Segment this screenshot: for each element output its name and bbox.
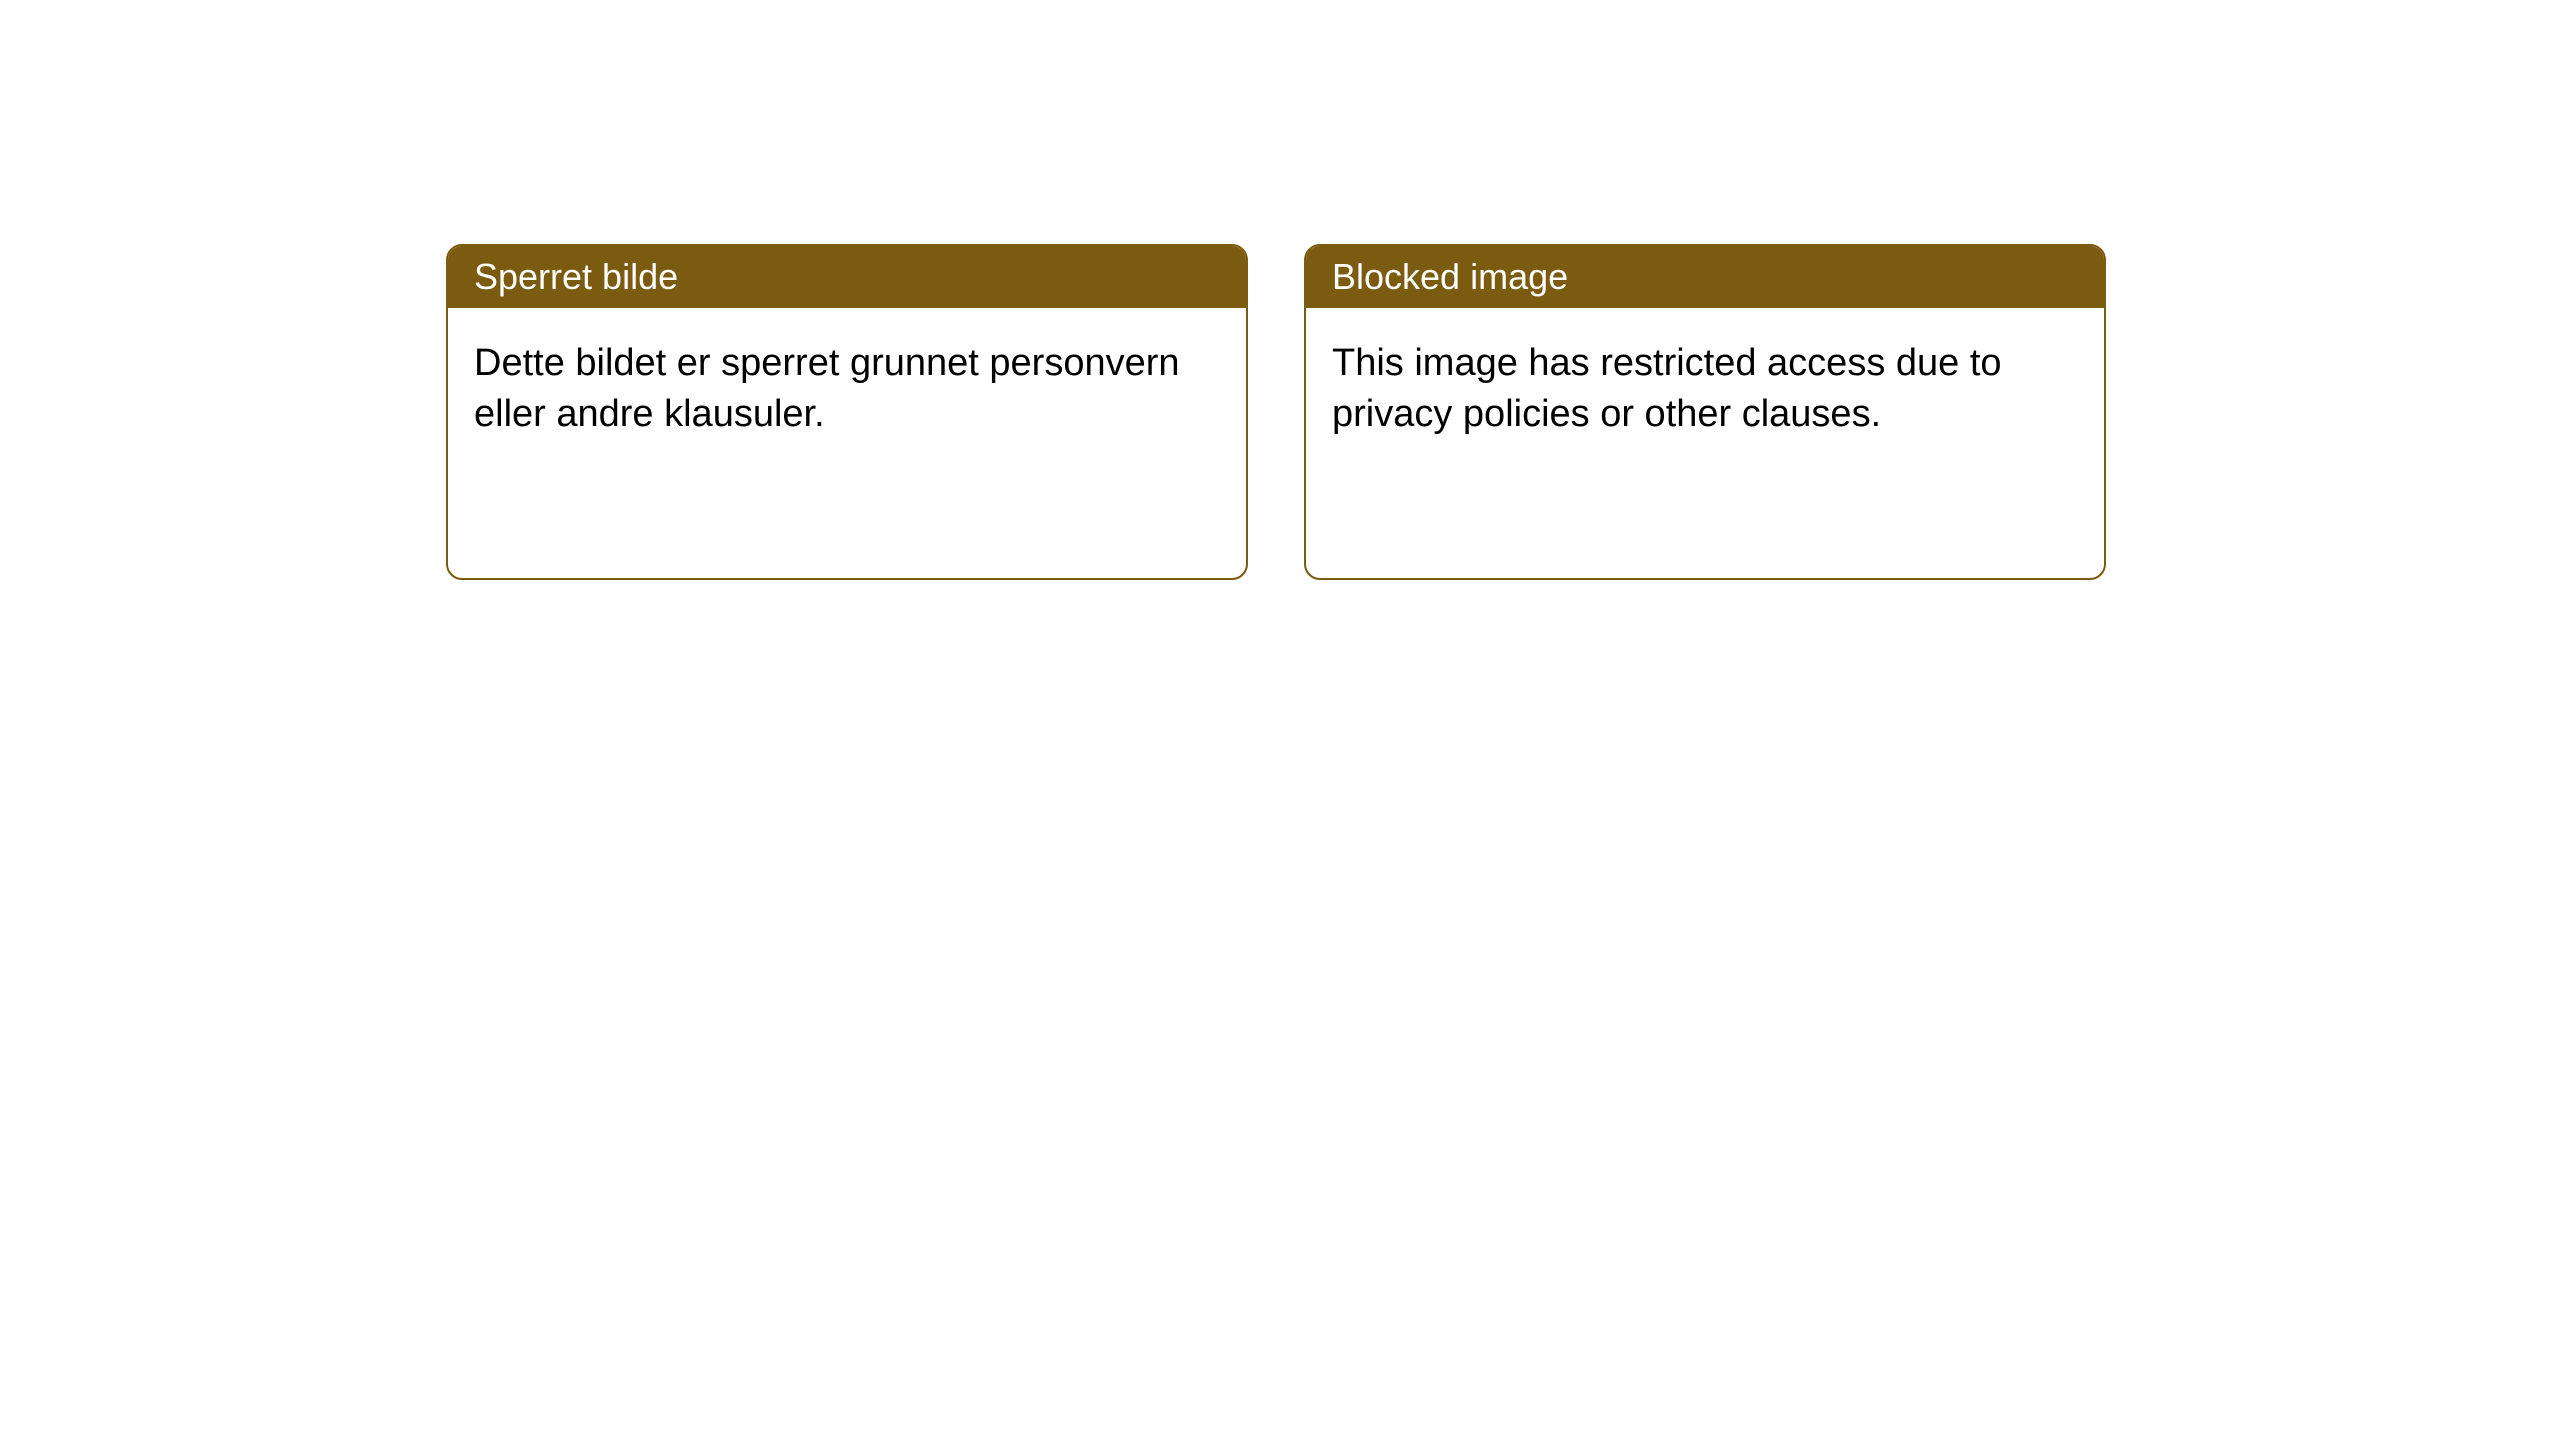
notice-card-no: Sperret bilde Dette bildet er sperret gr…	[446, 244, 1248, 580]
card-body: This image has restricted access due to …	[1306, 308, 2104, 578]
notice-card-en: Blocked image This image has restricted …	[1304, 244, 2106, 580]
card-header: Sperret bilde	[448, 246, 1246, 308]
card-header: Blocked image	[1306, 246, 2104, 308]
notice-cards-row: Sperret bilde Dette bildet er sperret gr…	[446, 244, 2106, 580]
card-body: Dette bildet er sperret grunnet personve…	[448, 308, 1246, 578]
